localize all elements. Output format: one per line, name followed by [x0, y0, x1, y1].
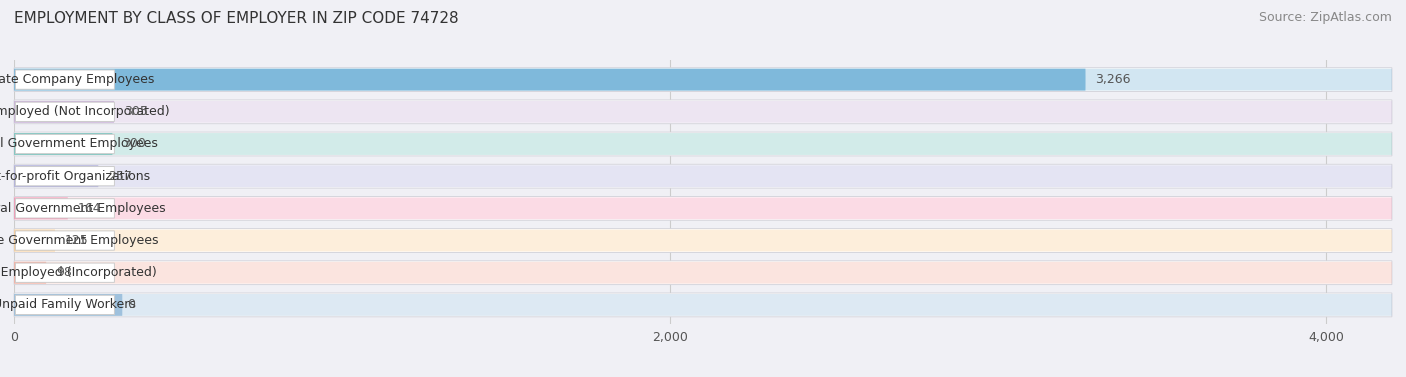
Text: Federal Government Employees: Federal Government Employees — [0, 202, 166, 215]
FancyBboxPatch shape — [14, 294, 122, 316]
FancyBboxPatch shape — [14, 68, 1392, 92]
FancyBboxPatch shape — [15, 231, 114, 250]
FancyBboxPatch shape — [14, 262, 46, 284]
Text: 300: 300 — [122, 138, 146, 150]
FancyBboxPatch shape — [14, 198, 67, 219]
Text: EMPLOYMENT BY CLASS OF EMPLOYER IN ZIP CODE 74728: EMPLOYMENT BY CLASS OF EMPLOYER IN ZIP C… — [14, 11, 458, 26]
Text: Not-for-profit Organizations: Not-for-profit Organizations — [0, 170, 150, 183]
FancyBboxPatch shape — [15, 70, 114, 89]
FancyBboxPatch shape — [14, 165, 98, 187]
FancyBboxPatch shape — [14, 69, 1392, 90]
FancyBboxPatch shape — [14, 228, 1392, 253]
FancyBboxPatch shape — [15, 199, 114, 218]
FancyBboxPatch shape — [14, 165, 1392, 187]
Text: Unpaid Family Workers: Unpaid Family Workers — [0, 299, 136, 311]
FancyBboxPatch shape — [14, 196, 1392, 220]
FancyBboxPatch shape — [14, 293, 1392, 317]
FancyBboxPatch shape — [14, 69, 1085, 90]
Text: Source: ZipAtlas.com: Source: ZipAtlas.com — [1258, 11, 1392, 24]
FancyBboxPatch shape — [15, 134, 114, 154]
FancyBboxPatch shape — [14, 132, 1392, 156]
Text: 125: 125 — [65, 234, 89, 247]
FancyBboxPatch shape — [15, 102, 114, 121]
FancyBboxPatch shape — [14, 230, 55, 251]
FancyBboxPatch shape — [15, 295, 114, 314]
FancyBboxPatch shape — [14, 230, 1392, 251]
Text: 257: 257 — [108, 170, 132, 183]
Text: State Government Employees: State Government Employees — [0, 234, 159, 247]
Text: 305: 305 — [124, 105, 148, 118]
Text: 98: 98 — [56, 266, 72, 279]
Text: Local Government Employees: Local Government Employees — [0, 138, 159, 150]
FancyBboxPatch shape — [14, 198, 1392, 219]
FancyBboxPatch shape — [15, 263, 114, 282]
FancyBboxPatch shape — [14, 100, 1392, 124]
FancyBboxPatch shape — [14, 133, 1392, 155]
FancyBboxPatch shape — [15, 167, 114, 186]
FancyBboxPatch shape — [14, 261, 1392, 285]
FancyBboxPatch shape — [14, 262, 1392, 284]
Text: Self-Employed (Not Incorporated): Self-Employed (Not Incorporated) — [0, 105, 170, 118]
FancyBboxPatch shape — [14, 133, 112, 155]
FancyBboxPatch shape — [14, 101, 1392, 123]
Text: 3,266: 3,266 — [1095, 73, 1130, 86]
Text: Self-Employed (Incorporated): Self-Employed (Incorporated) — [0, 266, 157, 279]
Text: 0: 0 — [128, 299, 135, 311]
FancyBboxPatch shape — [14, 294, 1392, 316]
Text: Private Company Employees: Private Company Employees — [0, 73, 155, 86]
Text: 164: 164 — [77, 202, 101, 215]
FancyBboxPatch shape — [14, 101, 114, 123]
FancyBboxPatch shape — [14, 164, 1392, 188]
